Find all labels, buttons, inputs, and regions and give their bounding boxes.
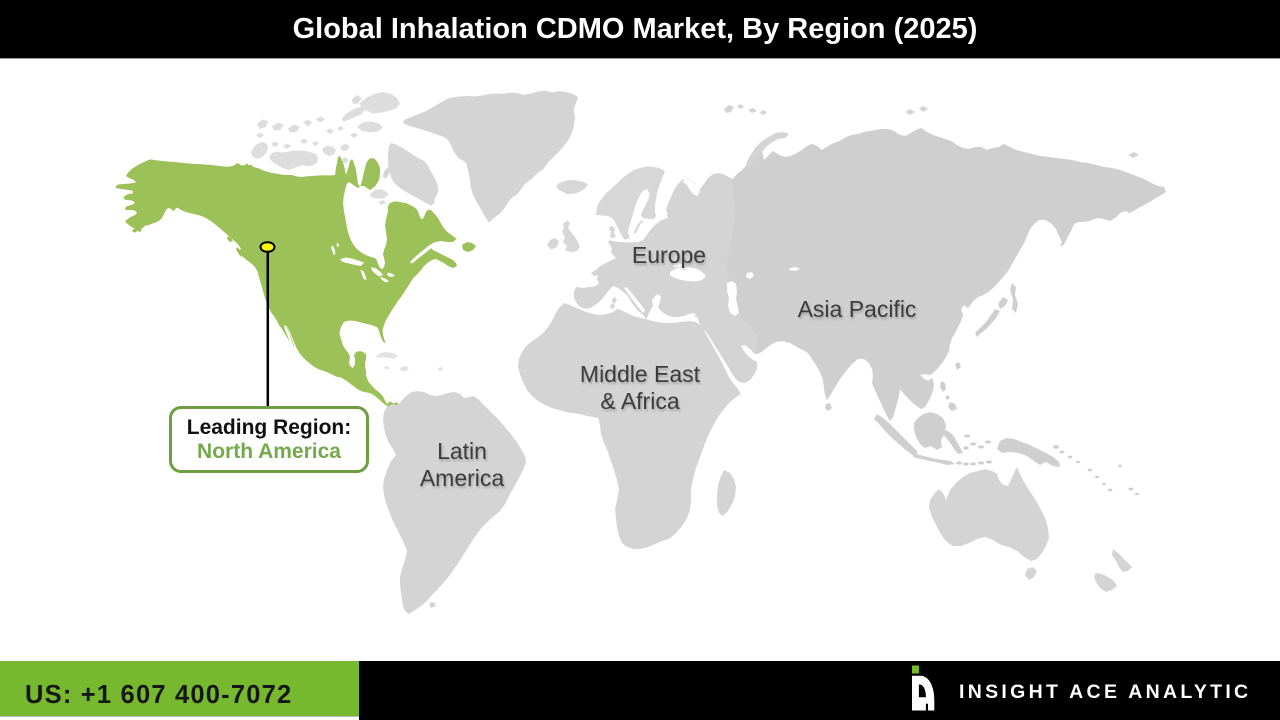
svg-text:INSIGHT ACE ANALYTIC: INSIGHT ACE ANALYTIC: [959, 681, 1251, 703]
